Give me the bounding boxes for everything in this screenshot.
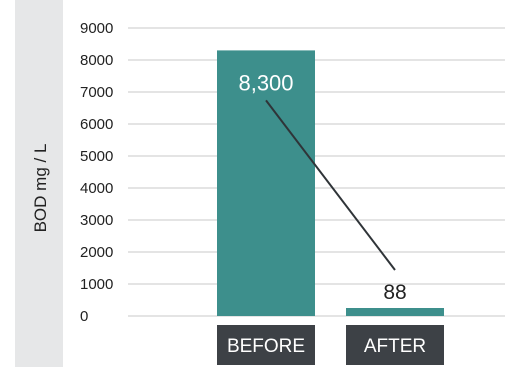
category-label-after: AFTER [364,336,426,357]
bars [217,50,444,317]
y-tick-label-9000: 9000 [80,20,113,37]
y-tick-label-3000: 3000 [80,212,113,229]
category-labels: BEFORE AFTER [217,325,444,365]
y-tick-label-8000: 8000 [80,52,113,69]
y-tick-labels: 0 1000 2000 3000 4000 5000 6000 7000 8000 9000 [80,20,113,325]
category-box-before [217,325,315,365]
category-label-before: BEFORE [227,336,305,357]
y-axis-title: BOD mg / L [31,144,50,233]
category-box-after [346,325,444,365]
y-tick-label-5000: 5000 [80,148,113,165]
y-tick-label-1000: 1000 [80,276,113,293]
data-labels: 8,300 88 [238,70,406,304]
y-tick-label-7000: 7000 [80,84,113,101]
y-axis-title-strip [15,0,63,367]
y-tick-label-0: 0 [80,308,88,325]
trend-connector-line [265,99,396,271]
data-label-after: 88 [383,281,406,304]
data-label-before: 8,300 [238,70,293,95]
y-tick-label-4000: 4000 [80,180,113,197]
y-tick-label-6000: 6000 [80,116,113,133]
bar-after [346,308,444,316]
y-tick-label-2000: 2000 [80,244,113,261]
bar-before [217,50,315,317]
gridlines [128,27,505,317]
